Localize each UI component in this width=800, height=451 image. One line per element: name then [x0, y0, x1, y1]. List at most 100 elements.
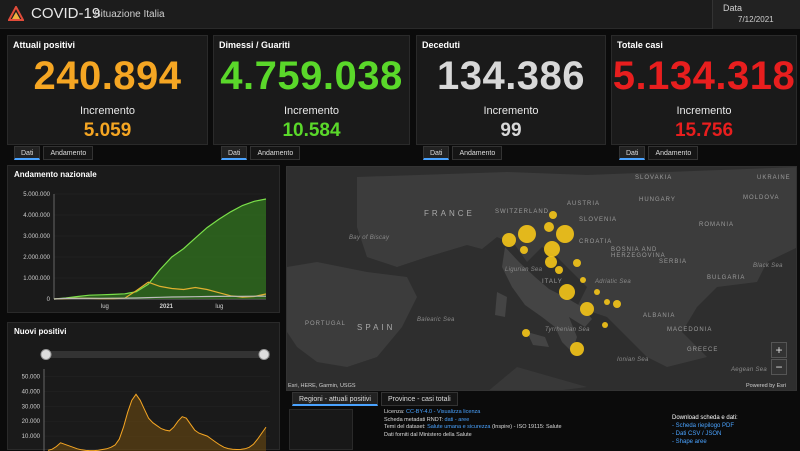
info-block: Licenza: CC-BY-4.0 - Visualizza licenza … [384, 409, 664, 450]
card-tabs-2: Dati Andamento [221, 146, 301, 160]
region-bubble[interactable] [544, 241, 560, 257]
tab-dati[interactable]: Dati [619, 146, 646, 160]
y-tick-label: 50.000 [22, 374, 41, 380]
card-increment-label: Incremento [79, 105, 136, 117]
card-value: 4.759.038 [220, 54, 403, 98]
license-line: Licenza: CC-BY-4.0 - Visualizza licenza [384, 409, 664, 417]
zoom-out-button[interactable]: − [771, 359, 787, 375]
map-label-bay-of-biscay: Bay of Biscay [349, 235, 390, 241]
map-layer-tabs: Regioni - attuali positivi Province - ca… [292, 392, 458, 406]
region-bubble[interactable] [545, 256, 557, 268]
region-bubble[interactable] [520, 246, 528, 254]
map-label-moldova: MOLDOVA [743, 195, 780, 201]
map-label-tyrrhenian: Tyrrhenian Sea [545, 327, 590, 333]
card-dimessi-guariti: Dimessi / Guariti 4.759.038 Incremento 1… [213, 35, 410, 145]
map-label-spain: SPAIN [357, 323, 396, 332]
map-view[interactable]: FRANCE SPAIN PORTUGAL SWITZERLAND AUSTRI… [286, 166, 797, 391]
series-area [48, 394, 266, 451]
range-slider-track[interactable] [44, 351, 270, 358]
map-label-albania: ALBANIA [643, 313, 676, 319]
region-bubble[interactable] [555, 266, 563, 274]
card-totale-casi: Totale casi 5.134.318 Incremento 15.756 [611, 35, 797, 145]
y-tick-label: 40.000 [22, 389, 41, 395]
region-bubble[interactable] [570, 342, 584, 356]
y-tick-label: 0 [47, 297, 51, 303]
date-label: Data [723, 3, 743, 13]
themes-line: Temi del dataset: Salute umana e sicurez… [384, 424, 664, 432]
license-label: Licenza: [384, 409, 405, 415]
card-attuali-positivi: Attuali positivi 240.894 Incremento 5.05… [7, 35, 208, 145]
themes-label: Temi del dataset: [384, 424, 426, 430]
y-tick-label: 20.000 [22, 419, 41, 425]
region-bubble[interactable] [559, 284, 575, 300]
map-label-portugal: PORTUGAL [305, 321, 346, 327]
card-tabs-4: Dati Andamento [619, 146, 699, 160]
region-bubble[interactable] [604, 299, 610, 305]
region-bubble[interactable] [518, 225, 536, 243]
tab-dati[interactable]: Dati [14, 146, 41, 160]
map-label-greece: GREECE [687, 347, 719, 353]
zoom-in-button[interactable]: + [771, 342, 787, 358]
map-powered-by[interactable]: Powered by Esri [746, 383, 787, 389]
trend-chart: 5.000.000 4.000.000 3.000.000 2.000.000 1.00… [23, 192, 267, 310]
range-slider-handle-end[interactable] [258, 349, 270, 360]
card-increment-label: Incremento [676, 105, 732, 117]
y-tick-label: 4.000.000 [23, 213, 50, 219]
region-bubble[interactable] [594, 289, 600, 295]
card-value: 240.894 [33, 54, 182, 98]
tab-andamento[interactable]: Andamento [452, 146, 503, 160]
tab-province[interactable]: Province - casi totali [380, 392, 458, 406]
region-bubble[interactable] [602, 322, 608, 328]
app-subtitle: Situazione Italia [94, 9, 165, 20]
map-label-serbia: SERBIA [659, 259, 688, 265]
download-shape-link[interactable]: - Shape aree [672, 439, 707, 445]
download-pdf-link[interactable]: - Scheda riepilogo PDF [672, 423, 735, 429]
region-bubble[interactable] [522, 329, 530, 337]
region-bubble[interactable] [613, 300, 621, 308]
region-bubble[interactable] [580, 277, 586, 283]
region-bubble[interactable] [502, 233, 516, 247]
y-tick-label: 2.000.000 [23, 255, 50, 261]
tab-andamento[interactable]: Andamento [43, 146, 94, 160]
map-label-bosnia: BOSNIA AND HERZEGOVINA [611, 247, 666, 259]
series-line[interactable] [53, 198, 267, 300]
tab-dati[interactable]: Dati [221, 146, 248, 160]
map-attribution: Esri, HERE, Garmin, USGS [288, 383, 356, 389]
map-label-macedonia: MACEDONIA [667, 327, 713, 333]
trend-panel-title: Andamento nazionale [14, 170, 97, 179]
series-area [54, 199, 266, 299]
tab-regioni[interactable]: Regioni - attuali positivi [292, 392, 378, 406]
themes-link[interactable]: Salute umana e sicurezza [427, 424, 491, 430]
y-tick-label: 1.000.000 [23, 276, 50, 282]
card-increment: 10.584 [282, 120, 341, 141]
tab-andamento[interactable]: Andamento [648, 146, 699, 160]
x-tick-label: lug [101, 304, 109, 310]
metadata-label: Scheda metadati RNDT: [384, 416, 443, 423]
card-tabs-1: Dati Andamento [14, 146, 94, 160]
range-slider-handle-start[interactable] [40, 349, 52, 360]
new-positive-title: Nuovi positivi [14, 327, 67, 336]
empty-panel [289, 409, 353, 450]
downloads-block: Download scheda e dati: - Scheda riepilo… [672, 414, 792, 446]
region-bubble[interactable] [549, 211, 557, 219]
map-label-france: FRANCE [424, 209, 475, 218]
tab-andamento[interactable]: Andamento [250, 146, 301, 160]
map-label-romania: ROMANIA [699, 222, 735, 228]
metadata-line: Scheda metadati RNDT: dati - aree [384, 417, 664, 425]
source-line: Dati forniti dal Ministero della Salute [384, 431, 472, 438]
map-label-ligurian: Ligurian Sea [505, 267, 543, 273]
download-csv-link[interactable]: - Dati CSV / JSON [672, 431, 722, 437]
region-bubble[interactable] [556, 225, 574, 243]
card-increment-label: Incremento [283, 105, 340, 117]
map-label-ukraine: UKRAINE [757, 175, 791, 181]
license-link[interactable]: CC-BY-4.0 - Visualizza licenza [406, 409, 481, 415]
region-bubble[interactable] [580, 302, 594, 316]
card-value: 5.134.318 [612, 54, 796, 98]
map-land [287, 167, 796, 390]
metadata-link[interactable]: dati - aree [444, 416, 470, 423]
map-label-austria: AUSTRIA [567, 201, 601, 207]
series-line[interactable] [53, 295, 266, 300]
region-bubble[interactable] [544, 222, 554, 232]
region-bubble[interactable] [573, 259, 581, 267]
tab-dati[interactable]: Dati [423, 146, 450, 160]
